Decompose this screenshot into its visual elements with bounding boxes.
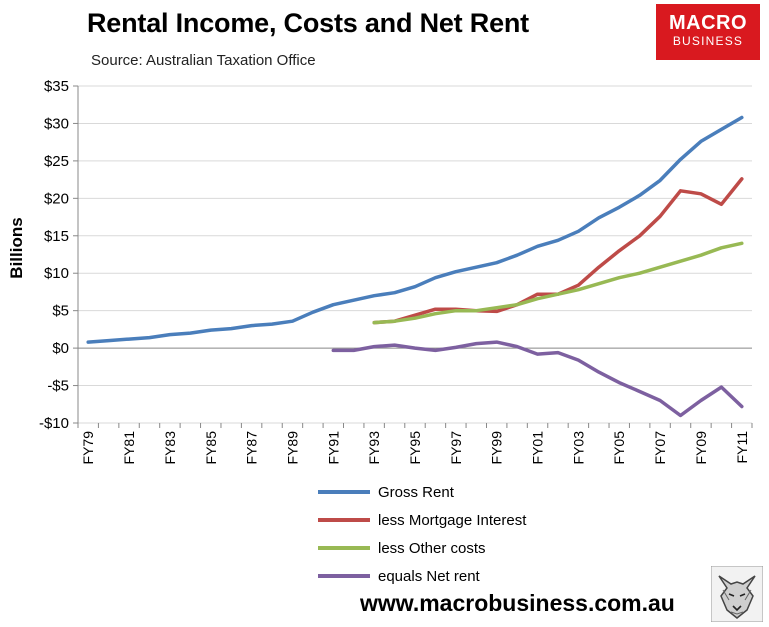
macrobusiness-logo: MACRO BUSINESS [656,4,760,60]
x-tick-label: FY03 [570,431,586,465]
legend-swatch [318,490,370,494]
legend-label: equals Net rent [378,567,480,585]
legend-swatch [318,574,370,578]
legend-item: equals Net rent [318,562,526,590]
legend-item: Gross Rent [318,478,526,506]
x-tick-label: FY95 [407,431,423,465]
x-tick-label: FY99 [489,431,505,465]
legend-label: less Mortgage Interest [378,511,527,529]
y-tick-label: $35 [44,78,69,95]
y-tick-label: -$5 [47,378,69,395]
y-axis-title: Billions [7,217,26,278]
x-tick-label: FY89 [284,431,300,465]
legend-swatch [318,518,370,522]
y-axis-ticks: $35 $30 $25 $20 $15 $10 $5 $0 -$5 -$10 [39,78,78,432]
x-tick-label: FY87 [244,431,260,465]
y-tick-label: $30 [44,115,69,132]
legend-item: less Mortgage Interest [318,506,526,534]
gridlines [78,85,752,424]
logo-line-2: BUSINESS [672,34,744,48]
y-tick-label: $25 [44,153,69,170]
series-line-other-costs [372,241,744,325]
x-tick-label: FY81 [121,431,137,465]
series-lines [86,115,744,418]
series-line-net-rent [331,340,744,418]
legend-label: Gross Rent [378,483,454,501]
legend-item: less Other costs [318,534,526,562]
wolf-logo-icon [711,566,763,622]
x-tick-label: FY83 [162,431,178,465]
x-tick-label: FY01 [530,431,546,465]
series-line-gross-rent [86,115,744,344]
y-tick-label: $0 [52,340,69,357]
x-tick-label: FY11 [734,431,750,464]
legend: Gross Rent less Mortgage Interest less Oth… [318,478,526,590]
website-url: www.macrobusiness.com.au [360,590,675,616]
chart-title: Rental Income, Costs and Net Rent [87,8,529,38]
y-tick-label: -$10 [39,415,69,432]
x-tick-label: FY91 [325,431,341,465]
y-tick-label: $10 [44,265,69,282]
y-tick-label: $5 [52,303,69,320]
x-tick-label: FY05 [611,431,627,465]
x-tick-label: FY07 [652,431,668,465]
y-tick-label: $20 [44,190,69,207]
x-tick-label: FY93 [366,431,382,465]
x-tick-label: FY97 [448,431,464,465]
legend-swatch [318,546,370,550]
x-tick-label: FY79 [80,431,96,465]
series-line-mortgage-interest [372,177,744,325]
x-tick-label: FY85 [203,431,219,465]
logo-line-1: MACRO [668,12,748,34]
y-tick-label: $15 [44,228,69,245]
x-axis-ticks: FY79 FY81 FY83 FY85 FY87 FY89 FY91 FY93 FY95 FY97… [77,423,753,465]
chart-source: Source: Australian Taxation Office [91,52,316,69]
legend-label: less Other costs [378,539,486,557]
axes [77,86,752,423]
x-tick-label: FY09 [693,431,709,465]
